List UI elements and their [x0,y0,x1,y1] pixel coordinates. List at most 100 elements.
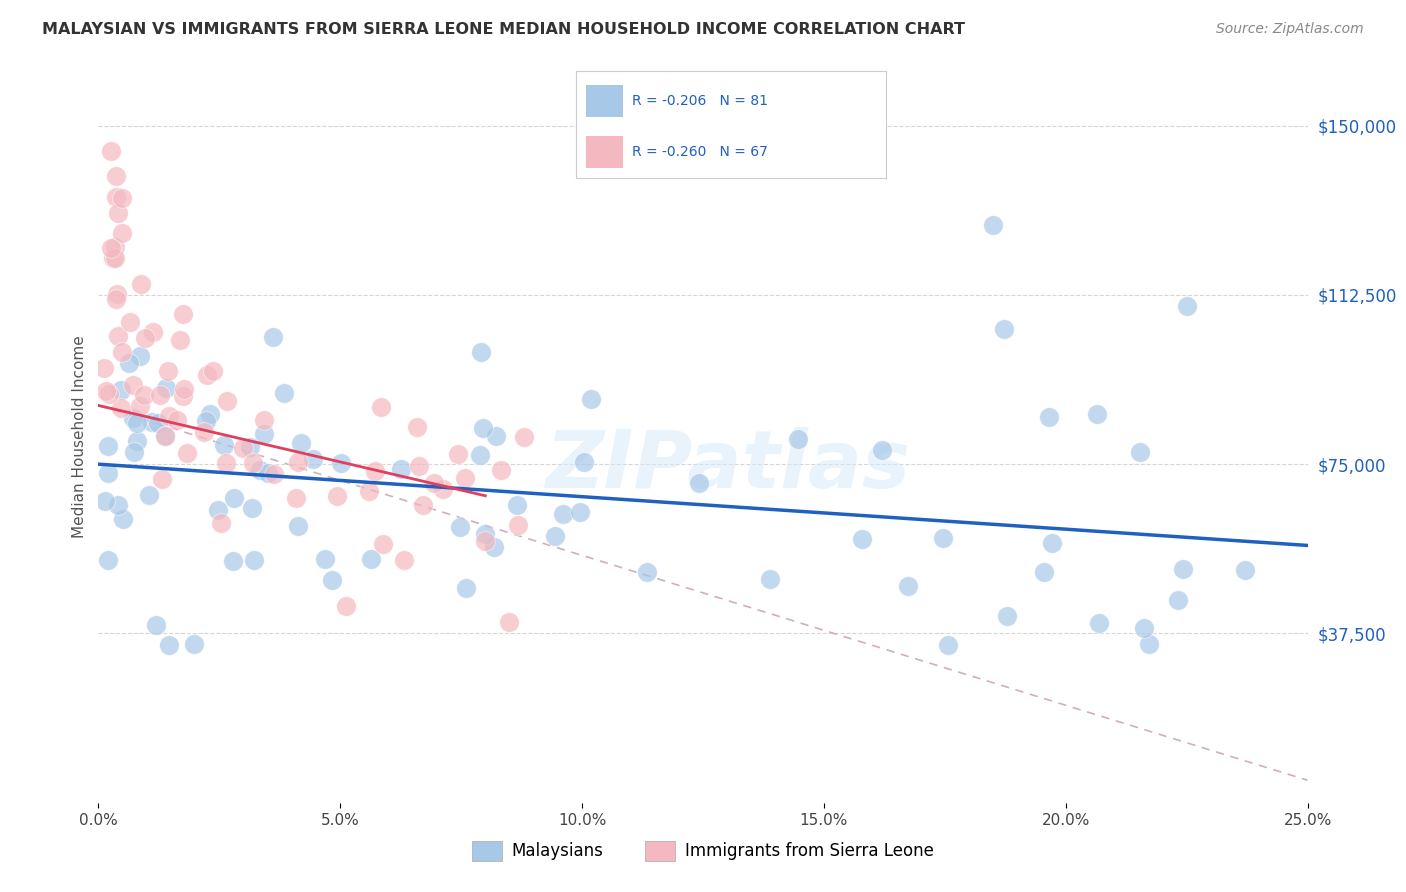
Point [1173,562,1195,576]
Point [498,615,520,630]
Point [851,532,873,546]
Point [301,451,323,466]
Point [263,467,285,481]
Point [193,425,215,439]
Point [423,476,446,491]
Point [118,355,141,369]
Point [202,364,225,378]
Point [1088,615,1111,630]
Point [329,456,352,470]
Point [544,529,567,543]
Point [759,572,782,586]
Point [100,242,122,256]
Point [153,428,176,442]
Point [489,463,512,477]
Point [142,325,165,339]
Point [104,190,127,204]
Point [232,441,254,455]
Point [1137,637,1160,651]
Point [217,393,239,408]
Point [870,442,893,457]
Point [222,554,245,568]
Point [993,322,1015,336]
Point [1175,299,1198,313]
Point [359,484,381,499]
Point [195,368,218,382]
Point [131,277,153,291]
Point [100,145,122,159]
Point [215,456,238,470]
Point [636,565,658,579]
Point [995,608,1018,623]
Point [134,331,156,345]
Point [93,361,115,376]
Point [506,498,529,512]
Point [360,552,382,566]
Point [97,387,120,401]
Point [159,409,181,424]
Point [166,413,188,427]
Point [128,349,150,363]
FancyBboxPatch shape [586,136,623,168]
Point [449,520,471,534]
Point [145,617,167,632]
Point [688,476,710,491]
Text: ZIPatlas: ZIPatlas [544,427,910,506]
Point [107,328,129,343]
Point [104,239,127,253]
Point [474,527,496,541]
Point [97,553,120,567]
Point [287,519,309,533]
Point [107,206,129,220]
Point [243,553,266,567]
Point [468,448,491,462]
Point [335,599,357,613]
Point [412,498,434,512]
Point [111,191,134,205]
Point [321,573,343,587]
Point [194,414,217,428]
Point [579,392,602,407]
Point [1234,563,1257,577]
Point [470,345,492,359]
Point [150,472,173,486]
Point [253,413,276,427]
Point [110,401,132,416]
Point [273,386,295,401]
Point [118,315,141,329]
Point [262,330,284,344]
Point [157,364,180,378]
Point [314,552,336,566]
Point [253,427,276,442]
Point [176,446,198,460]
Point [392,553,415,567]
Point [127,416,149,430]
Point [94,494,117,508]
Point [149,388,172,402]
Text: MALAYSIAN VS IMMIGRANTS FROM SIERRA LEONE MEDIAN HOUSEHOLD INCOME CORRELATION CH: MALAYSIAN VS IMMIGRANTS FROM SIERRA LEON… [42,22,965,37]
Point [104,251,127,265]
Point [1129,445,1152,459]
Point [173,382,195,396]
Point [97,467,120,481]
Point [132,388,155,402]
Point [285,491,308,506]
FancyBboxPatch shape [586,86,623,118]
Point [370,400,392,414]
Point [105,169,128,184]
Point [129,399,152,413]
Point [406,420,429,434]
Point [101,251,124,265]
Point [122,410,145,425]
Point [371,536,394,550]
Point [122,445,145,459]
Point [325,489,347,503]
Point [169,334,191,348]
Point [146,416,169,430]
Point [572,455,595,469]
Point [110,345,132,359]
Point [1133,621,1156,635]
Point [111,512,134,526]
Point [474,533,496,548]
Point [239,440,262,454]
